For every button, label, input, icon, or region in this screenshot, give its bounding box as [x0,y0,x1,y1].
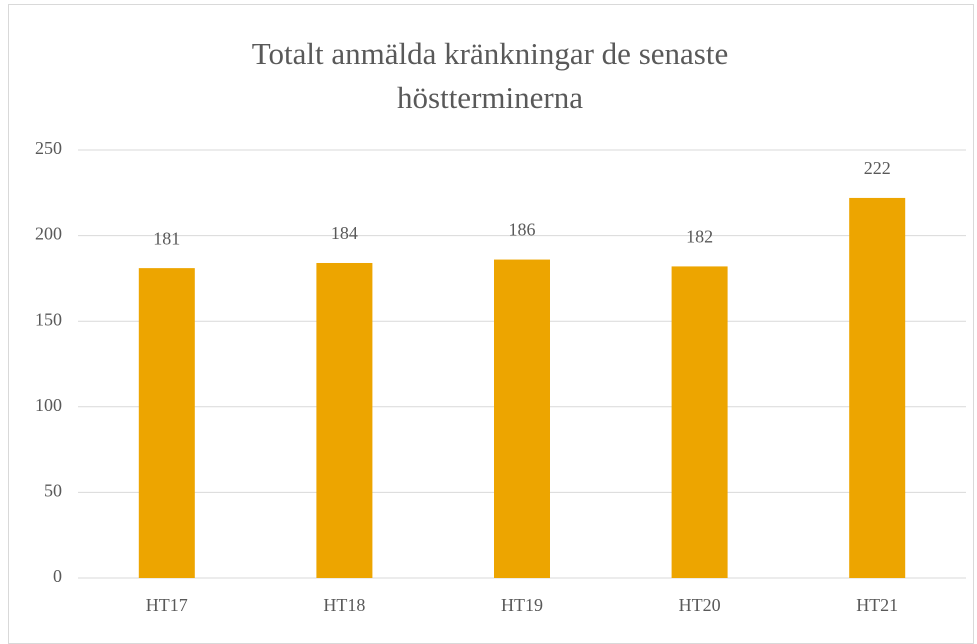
data-label: 181 [153,228,180,248]
data-label: 186 [509,220,536,240]
chart-title: Totalt anmälda kränkningar de senaste hö… [251,36,729,115]
bar [849,197,906,578]
data-label: 222 [864,158,891,178]
y-tick-label: 200 [35,224,62,244]
y-tick-label: 100 [35,395,62,415]
x-tick-label: HT19 [501,595,543,615]
y-tick-label: 0 [53,566,62,586]
x-tick-label: HT18 [323,595,365,615]
page: {"chart_data": {"type": "bar", "title": … [8,4,974,644]
bar [138,268,195,578]
chart: 0 50 100 150 200 250 HT17 181 HT18 184 HT19 186 HT20… [35,138,966,615]
x-tick-label: HT21 [856,595,898,615]
bar [316,262,373,578]
x-tick-label: HT17 [146,595,188,615]
data-label: 184 [331,223,358,243]
y-tick-label: 250 [35,138,62,158]
data-label: 182 [686,227,713,247]
y-tick-label: 150 [35,309,62,329]
bar [671,266,728,578]
x-tick-label: HT20 [679,595,721,615]
y-tick-label: 50 [44,481,62,501]
bar [494,259,550,578]
